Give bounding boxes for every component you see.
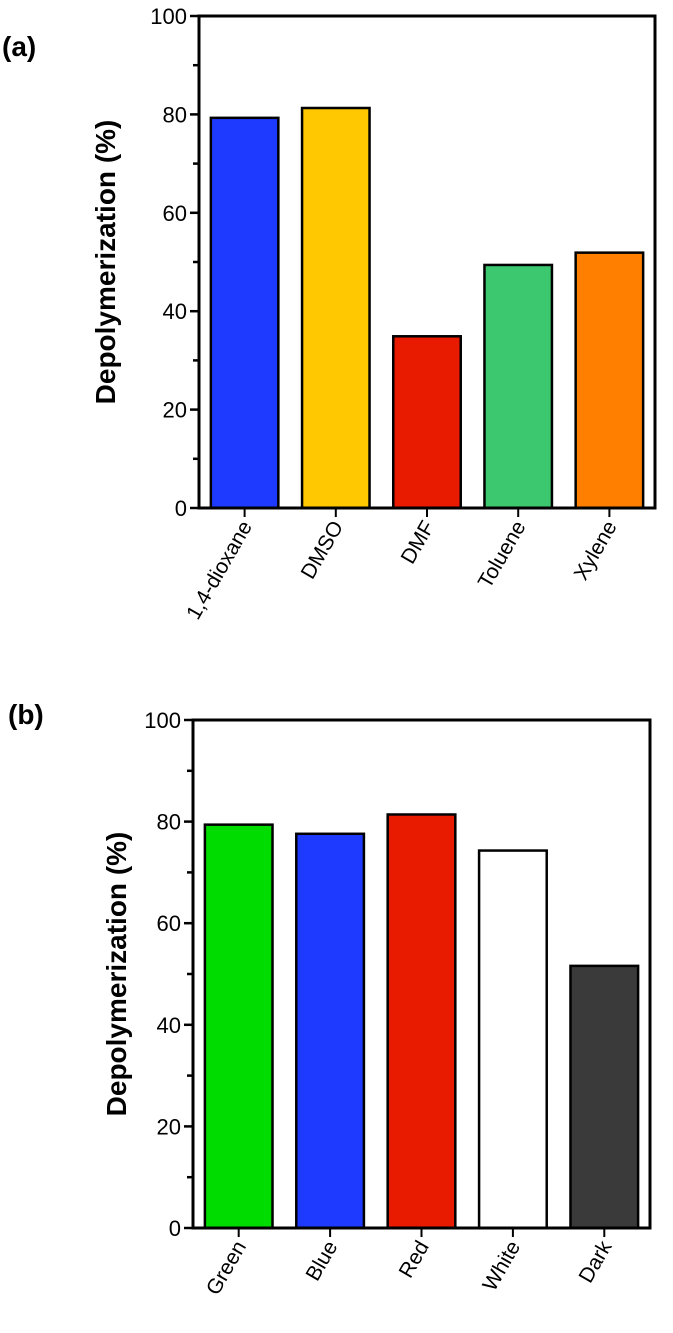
y-tick-label: 20 [157,1114,181,1139]
x-tick-label: 1,4-dioxane [182,517,257,624]
bar-dark [569,964,640,1230]
x-tick-label: Toluene [474,517,531,592]
bar-toluene [483,263,554,510]
y-tick-label: 0 [175,496,187,521]
x-tick-label: Red [395,1237,434,1282]
y-tick-label: 80 [157,810,181,835]
bar-white [477,849,548,1230]
y-tick-label: 100 [144,708,181,733]
panel-label: (b) [8,699,44,730]
x-tick-label: Green [202,1237,251,1299]
x-tick-label: Blue [301,1237,342,1285]
bar-xylene [574,251,645,510]
bar-green [203,823,274,1230]
bar-1-4-dioxane [209,116,280,510]
y-tick-label: 100 [150,4,187,29]
panel-label: (a) [2,31,36,62]
x-tick-label: DMF [397,517,440,568]
y-tick-label: 80 [163,102,187,127]
y-tick-label: 60 [157,911,181,936]
y-tick-label: 40 [163,299,187,324]
x-tick-label: Dark [575,1237,617,1287]
y-axis-label: Depolymerization (%) [101,832,132,1117]
x-tick-label: DMSO [297,517,348,583]
x-tick-label: White [478,1237,525,1295]
bar-dmso [300,106,371,510]
bar-blue [295,832,366,1230]
bar-dmf [392,335,462,510]
y-tick-label: 60 [163,201,187,226]
x-tick-label: Xylene [570,517,622,584]
chart-b: Green Blue Red White Dark 0 20 40 60 80 100 Depolym… [8,699,652,1299]
y-axis-label: Depolymerization (%) [90,120,121,405]
y-tick-label: 40 [157,1013,181,1038]
bar-red [386,813,457,1230]
y-tick-label: 20 [163,398,187,423]
y-tick-label: 0 [169,1216,181,1241]
chart-a: 1,4-dioxane DMSO DMF Toluene Xylene 0 20 40 60 80… [2,4,657,624]
